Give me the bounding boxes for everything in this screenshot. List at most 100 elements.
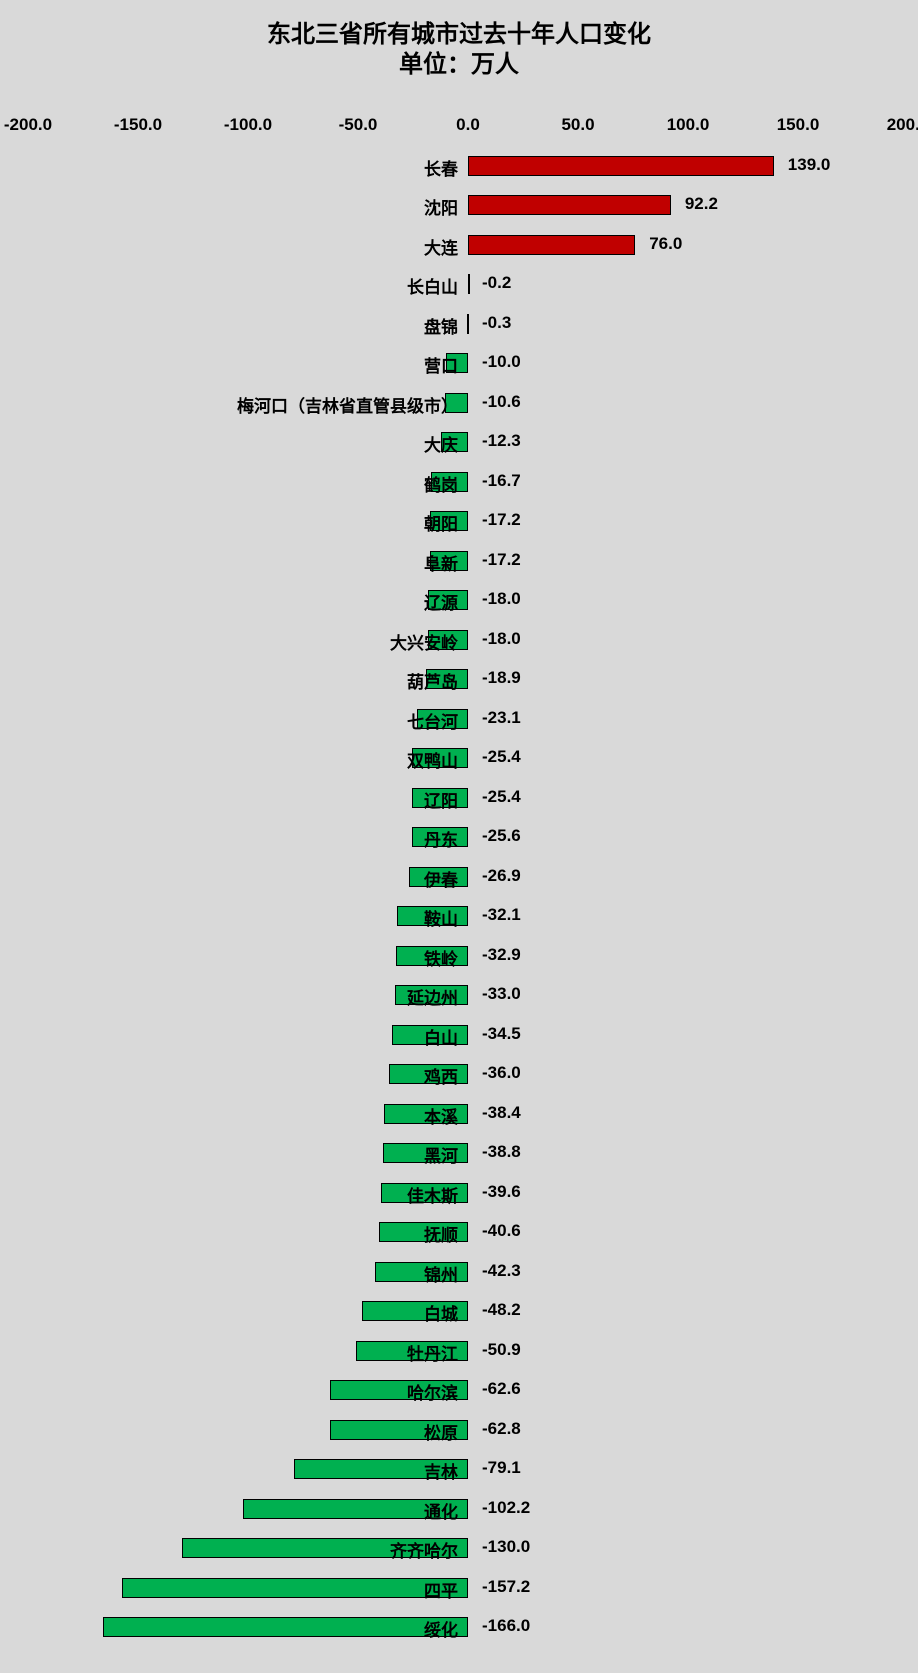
value-label: -0.3	[482, 313, 511, 333]
chart-title: 东北三省所有城市过去十年人口变化 单位：万人	[0, 20, 918, 80]
bar	[103, 1617, 468, 1637]
value-label: -12.3	[482, 431, 521, 451]
bar	[468, 274, 470, 294]
value-label: -17.2	[482, 510, 521, 530]
value-label: -25.4	[482, 787, 521, 807]
bar-row: 丹东 -25.6	[0, 818, 918, 858]
value-label: -157.2	[482, 1577, 530, 1597]
bar	[122, 1578, 468, 1598]
chart-title-line1: 东北三省所有城市过去十年人口变化	[0, 20, 918, 50]
bar-row: 吉林 -79.1	[0, 1450, 918, 1490]
bar-row: 齐齐哈尔 -130.0	[0, 1529, 918, 1569]
category-label: 朝阳	[424, 510, 458, 535]
bar-row: 牡丹江 -50.9	[0, 1331, 918, 1371]
category-label: 松原	[424, 1419, 458, 1444]
bar-row: 大兴安岭 -18.0	[0, 620, 918, 660]
category-label: 葫芦岛	[407, 668, 458, 693]
category-label: 哈尔滨	[407, 1379, 458, 1404]
category-label: 通化	[424, 1498, 458, 1523]
bar-row: 白城 -48.2	[0, 1292, 918, 1332]
x-axis-tick-label: -200.0	[4, 115, 52, 135]
category-label: 双鸭山	[407, 747, 458, 772]
category-label: 盘锦	[424, 313, 458, 338]
x-axis-tick-label: -150.0	[114, 115, 162, 135]
value-label: -0.2	[482, 273, 511, 293]
bar-row: 绥化 -166.0	[0, 1608, 918, 1648]
category-label: 白城	[424, 1300, 458, 1325]
category-label: 长春	[424, 155, 458, 180]
bar-row: 黑河 -38.8	[0, 1134, 918, 1174]
category-label: 白山	[424, 1024, 458, 1049]
category-label: 阜新	[424, 550, 458, 575]
category-label: 大兴安岭	[390, 629, 458, 654]
value-label: -130.0	[482, 1537, 530, 1557]
category-label: 绥化	[424, 1616, 458, 1641]
category-label: 丹东	[424, 826, 458, 851]
category-label: 营口	[424, 352, 458, 377]
bar-row: 锦州-42.3	[0, 1252, 918, 1292]
value-label: -10.6	[482, 392, 521, 412]
category-label: 黑河	[424, 1142, 458, 1167]
category-label: 齐齐哈尔	[390, 1537, 458, 1562]
bar	[468, 235, 635, 255]
value-label: -50.9	[482, 1340, 521, 1360]
bar-row: 鸡西-36.0	[0, 1055, 918, 1095]
category-label: 伊春	[424, 866, 458, 891]
x-axis-tick-label: 100.0	[667, 115, 710, 135]
value-label: -25.6	[482, 826, 521, 846]
value-label: 92.2	[685, 194, 718, 214]
value-label: -38.8	[482, 1142, 521, 1162]
value-label: 76.0	[649, 234, 682, 254]
value-label: -26.9	[482, 866, 521, 886]
bar-row: 朝阳 -17.2	[0, 502, 918, 542]
value-label: -38.4	[482, 1103, 521, 1123]
bar-row: 白山 -34.5	[0, 1015, 918, 1055]
bar-row: 阜新 -17.2	[0, 541, 918, 581]
bar-row: 鞍山-32.1	[0, 897, 918, 937]
value-label: -102.2	[482, 1498, 530, 1518]
category-label: 沈阳	[424, 194, 458, 219]
chart-title-line2: 单位：万人	[0, 50, 918, 80]
category-label: 鹤岗	[424, 471, 458, 496]
bar-row: 伊春 -26.9	[0, 857, 918, 897]
value-label: -79.1	[482, 1458, 521, 1478]
value-label: -18.0	[482, 589, 521, 609]
bar-row: 铁岭-32.9	[0, 936, 918, 976]
bar-row: 延边州 -33.0	[0, 976, 918, 1016]
category-label: 辽源	[424, 589, 458, 614]
bar-row: 大连76.0	[0, 225, 918, 265]
category-label: 鸡西	[424, 1063, 458, 1088]
value-label: -42.3	[482, 1261, 521, 1281]
bar-row: 长春139.0	[0, 146, 918, 186]
bar-row: 四平-157.2	[0, 1568, 918, 1608]
category-label: 牡丹江	[407, 1340, 458, 1365]
category-label: 吉林	[424, 1458, 458, 1483]
x-axis-tick-label: 50.0	[561, 115, 594, 135]
category-label: 延边州	[407, 984, 458, 1009]
bar	[468, 156, 774, 176]
bar-row: 梅河口（吉林省直管县级市）-10.6	[0, 383, 918, 423]
value-label: -34.5	[482, 1024, 521, 1044]
x-axis-tick-label: -50.0	[339, 115, 378, 135]
x-axis-tick-label: 150.0	[777, 115, 820, 135]
value-label: -10.0	[482, 352, 521, 372]
bar-row: 大庆-12.3	[0, 423, 918, 463]
value-label: -39.6	[482, 1182, 521, 1202]
value-label: -48.2	[482, 1300, 521, 1320]
bar-row: 哈尔滨 -62.6	[0, 1371, 918, 1411]
chart-container: 东北三省所有城市过去十年人口变化 单位：万人 -200.0 -150.0 -100.…	[0, 0, 918, 1673]
value-label: -166.0	[482, 1616, 530, 1636]
bar-row: 营口 -10.0	[0, 344, 918, 384]
value-label: -32.1	[482, 905, 521, 925]
x-axis-tick-label: -100.0	[224, 115, 272, 135]
bar-row: 抚顺-40.6	[0, 1213, 918, 1253]
value-label: -62.6	[482, 1379, 521, 1399]
value-label: -33.0	[482, 984, 521, 1004]
bar-row: 本溪-38.4	[0, 1094, 918, 1134]
bar-row: 长白山-0.2	[0, 265, 918, 305]
category-label: 七台河	[407, 708, 458, 733]
bar-row: 七台河-23.1	[0, 699, 918, 739]
bar-row: 松原-62.8	[0, 1410, 918, 1450]
value-label: -17.2	[482, 550, 521, 570]
value-label: -18.0	[482, 629, 521, 649]
